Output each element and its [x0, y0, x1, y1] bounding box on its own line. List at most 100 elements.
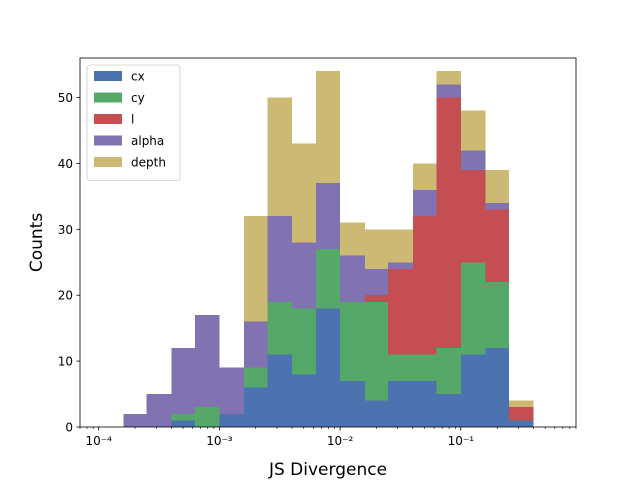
bar-cx-6 — [267, 354, 293, 427]
bar-l-11 — [388, 268, 413, 355]
y-axis-label: Counts — [27, 213, 47, 272]
bar-cy-8 — [315, 249, 341, 309]
legend: cx cy l alpha depth — [86, 64, 181, 181]
x-tick-label: 10⁻² — [327, 434, 354, 448]
bar-alpha-5 — [244, 321, 268, 368]
bar-depth-12 — [412, 163, 437, 190]
x-tick-label: 10⁻³ — [206, 434, 233, 448]
bar-cy-12 — [412, 354, 437, 381]
bar-alpha-3 — [195, 314, 220, 408]
series-depth — [244, 71, 534, 408]
legend-swatch — [94, 157, 122, 167]
bar-cy-13 — [436, 347, 461, 395]
legend-label: l — [131, 113, 134, 127]
series-cx — [171, 308, 534, 428]
bar-l-16 — [508, 407, 534, 421]
axes-frame — [79, 57, 577, 428]
bar-depth-11 — [388, 229, 413, 263]
bar-depth-13 — [436, 71, 461, 85]
bar-cx-2 — [171, 420, 196, 427]
bar-cy-3 — [195, 407, 220, 427]
bar-alpha-8 — [315, 183, 341, 250]
legend-swatch — [94, 71, 122, 81]
bar-cx-13 — [436, 394, 461, 427]
legend-label: cx — [131, 70, 145, 84]
bar-cx-10 — [364, 400, 389, 427]
bar-depth-15 — [485, 170, 509, 203]
bar-alpha-9 — [340, 255, 365, 302]
bar-alpha-15 — [485, 202, 509, 210]
bar-alpha-4 — [219, 367, 245, 414]
legend-swatch — [94, 114, 122, 124]
bar-cx-15 — [485, 347, 509, 427]
series-cy — [171, 249, 509, 427]
bar-l-12 — [412, 216, 437, 355]
bar-l-10 — [364, 295, 389, 302]
y-tick-label: 10 — [58, 355, 73, 369]
bar-l-13 — [436, 97, 461, 348]
series-l — [364, 97, 534, 421]
bar-cy-5 — [244, 367, 268, 388]
series-alpha — [123, 84, 509, 427]
bar-cx-8 — [315, 308, 341, 427]
x-tick-label: 10⁻¹ — [448, 434, 475, 448]
bar-l-15 — [485, 209, 509, 283]
bar-alpha-13 — [436, 84, 461, 98]
bar-l-14 — [460, 170, 486, 263]
bar-cy-9 — [340, 301, 365, 381]
bar-alpha-0 — [123, 413, 147, 427]
legend-item-alpha: alpha — [94, 134, 164, 148]
bar-cy-10 — [364, 301, 389, 401]
bar-alpha-6 — [267, 216, 293, 302]
legend-label: cy — [131, 91, 145, 105]
bar-depth-9 — [340, 222, 365, 256]
bar-cx-7 — [292, 374, 316, 427]
y-tick-label: 20 — [58, 289, 73, 303]
x-axis-label: JS Divergence — [268, 460, 387, 480]
bar-alpha-14 — [460, 150, 486, 171]
bar-cx-4 — [219, 413, 245, 427]
legend-label: alpha — [131, 134, 164, 148]
bar-cx-12 — [412, 380, 437, 428]
bar-depth-6 — [267, 97, 293, 217]
x-tick-label: 10⁻⁴ — [85, 434, 112, 448]
bar-depth-5 — [244, 216, 268, 322]
bar-cx-9 — [340, 380, 365, 428]
bar-cy-6 — [267, 301, 293, 355]
bar-cx-11 — [388, 380, 413, 428]
bar-depth-16 — [508, 400, 534, 408]
histogram-bars — [123, 71, 534, 428]
bar-depth-14 — [460, 110, 486, 151]
bar-cy-11 — [388, 354, 413, 381]
x-axis-ticks: 10⁻⁴ 10⁻³ 10⁻² 10⁻¹ — [79, 427, 577, 448]
bar-alpha-7 — [292, 242, 316, 309]
bar-depth-10 — [364, 229, 389, 269]
bar-depth-7 — [292, 143, 316, 243]
bar-cx-14 — [460, 354, 486, 427]
y-tick-label: 30 — [58, 223, 73, 237]
y-axis-ticks: 0 10 20 30 40 50 — [58, 91, 80, 435]
legend-swatch — [94, 92, 122, 103]
bar-cx-5 — [244, 387, 268, 427]
legend-swatch — [94, 135, 122, 146]
bar-cx-16 — [508, 420, 534, 427]
bar-alpha-11 — [388, 262, 413, 269]
bar-depth-8 — [315, 71, 341, 184]
bar-alpha-10 — [364, 268, 389, 296]
legend-item-l: l — [94, 113, 134, 127]
legend-item-cy: cy — [94, 91, 145, 105]
bar-alpha-12 — [412, 189, 437, 217]
y-tick-label: 0 — [65, 421, 73, 435]
legend-item-cx: cx — [94, 70, 145, 84]
y-tick-label: 40 — [58, 157, 73, 171]
bar-cy-14 — [460, 262, 486, 355]
bar-cy-15 — [485, 282, 509, 348]
bar-alpha-1 — [146, 394, 172, 427]
y-tick-label: 50 — [58, 91, 73, 105]
bar-alpha-2 — [171, 347, 196, 414]
legend-item-depth: depth — [94, 156, 166, 170]
bar-cy-7 — [292, 308, 316, 375]
legend-label: depth — [131, 156, 166, 170]
bar-cy-2 — [171, 413, 196, 421]
